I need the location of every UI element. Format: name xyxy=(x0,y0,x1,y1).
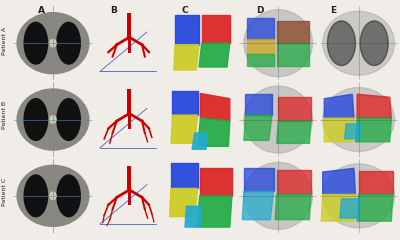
Polygon shape xyxy=(277,170,311,194)
Polygon shape xyxy=(324,94,354,118)
Polygon shape xyxy=(174,45,199,70)
Polygon shape xyxy=(171,115,198,143)
Ellipse shape xyxy=(24,99,48,140)
Polygon shape xyxy=(244,115,272,140)
Polygon shape xyxy=(244,168,274,191)
Ellipse shape xyxy=(50,39,56,47)
Polygon shape xyxy=(200,168,232,196)
Text: Patient B: Patient B xyxy=(2,101,7,129)
Ellipse shape xyxy=(24,22,48,64)
Ellipse shape xyxy=(57,99,80,140)
Polygon shape xyxy=(192,133,208,149)
Text: E: E xyxy=(330,6,336,15)
Ellipse shape xyxy=(360,21,388,66)
Ellipse shape xyxy=(244,86,312,153)
Ellipse shape xyxy=(57,22,80,64)
Polygon shape xyxy=(278,97,311,121)
Text: A: A xyxy=(38,6,45,15)
Polygon shape xyxy=(323,168,356,194)
Ellipse shape xyxy=(17,165,89,226)
Ellipse shape xyxy=(17,13,89,74)
Text: B: B xyxy=(110,6,117,15)
Ellipse shape xyxy=(244,162,312,229)
Polygon shape xyxy=(247,18,274,39)
Polygon shape xyxy=(170,188,198,217)
Polygon shape xyxy=(357,94,391,118)
Ellipse shape xyxy=(57,175,80,217)
Ellipse shape xyxy=(244,10,312,77)
Polygon shape xyxy=(357,194,393,221)
Ellipse shape xyxy=(50,192,56,200)
Text: D: D xyxy=(256,6,264,15)
Polygon shape xyxy=(247,54,274,66)
Polygon shape xyxy=(321,194,356,221)
Polygon shape xyxy=(175,15,199,45)
Polygon shape xyxy=(197,196,232,227)
Polygon shape xyxy=(356,118,391,142)
Polygon shape xyxy=(277,121,311,143)
Polygon shape xyxy=(200,93,230,121)
Polygon shape xyxy=(246,94,272,115)
Polygon shape xyxy=(277,43,310,66)
Polygon shape xyxy=(172,91,198,115)
Ellipse shape xyxy=(17,89,89,150)
Text: Patient A: Patient A xyxy=(2,27,7,55)
Polygon shape xyxy=(277,21,310,43)
Ellipse shape xyxy=(24,175,48,217)
Polygon shape xyxy=(344,124,362,139)
Polygon shape xyxy=(185,206,202,227)
Ellipse shape xyxy=(323,164,394,228)
Ellipse shape xyxy=(323,11,394,75)
Polygon shape xyxy=(247,39,274,54)
Polygon shape xyxy=(171,163,198,188)
Polygon shape xyxy=(340,199,360,218)
Polygon shape xyxy=(359,171,393,194)
Ellipse shape xyxy=(328,21,356,66)
Text: Patient C: Patient C xyxy=(2,178,7,206)
Text: C: C xyxy=(182,6,189,15)
Polygon shape xyxy=(202,15,230,43)
Ellipse shape xyxy=(323,88,394,151)
Polygon shape xyxy=(324,118,354,142)
Polygon shape xyxy=(199,43,230,67)
Polygon shape xyxy=(275,194,311,220)
Ellipse shape xyxy=(50,116,56,123)
Polygon shape xyxy=(242,191,274,220)
Polygon shape xyxy=(198,118,230,146)
